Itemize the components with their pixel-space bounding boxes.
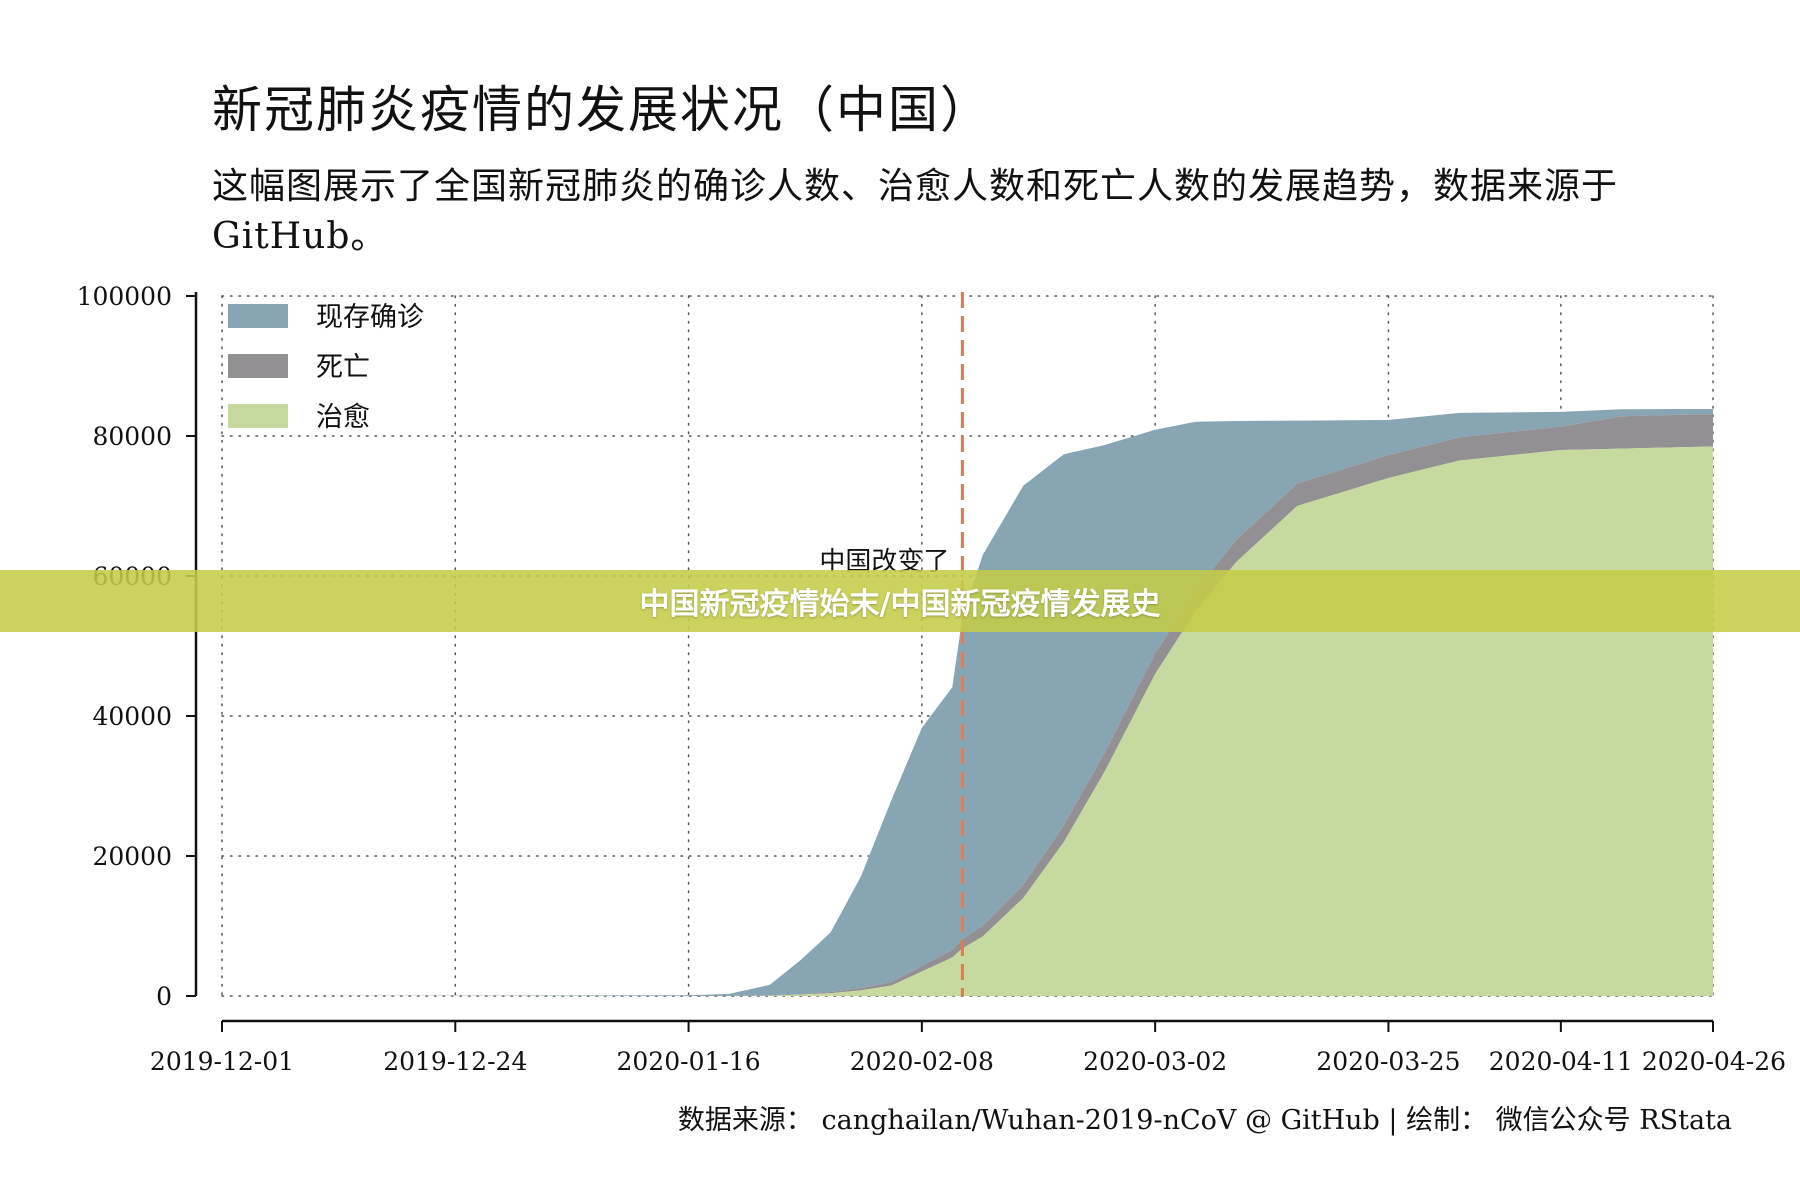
legend-label: 死亡	[316, 352, 370, 383]
chart-subtitle: 这幅图展示了全国新冠肺炎的确诊人数、治愈人数和死亡人数的发展趋势，数据来源于 G…	[212, 166, 1619, 257]
x-tick-label: 2020-03-02	[1083, 1047, 1227, 1076]
legend-swatch	[228, 404, 288, 428]
y-tick-label: 100000	[77, 282, 172, 311]
chart-title: 新冠肺炎疫情的发展状况（中国）	[212, 81, 992, 139]
legend-swatch	[228, 354, 288, 378]
legend-label: 治愈	[316, 402, 370, 433]
y-tick-label: 40000	[92, 702, 172, 731]
chart-caption: 数据来源： canghailan/Wuhan-2019-nCoV @ GitHu…	[677, 1105, 1732, 1136]
x-tick-label: 2019-12-24	[383, 1047, 527, 1076]
x-tick-label: 2019-12-01	[150, 1047, 294, 1076]
banner-text: 中国新冠疫情始末/中国新冠疫情发展史	[639, 587, 1161, 622]
y-tick-label: 20000	[92, 842, 172, 871]
x-tick-label: 2020-01-16	[617, 1047, 761, 1076]
legend-swatch	[228, 304, 288, 328]
axis-layer: 0200004000060000800001000002019-12-01201…	[77, 282, 1786, 1076]
title-banner: 中国新冠疫情始末/中国新冠疫情发展史	[0, 570, 1800, 632]
x-tick-label: 2020-04-11	[1489, 1047, 1633, 1076]
y-tick-label: 0	[156, 982, 172, 1011]
x-tick-label: 2020-04-26	[1642, 1047, 1786, 1076]
x-tick-label: 2020-03-25	[1316, 1047, 1460, 1076]
y-tick-label: 80000	[92, 422, 172, 451]
legend-label: 现存确诊	[316, 302, 424, 333]
area-layer	[222, 409, 1713, 997]
x-tick-label: 2020-02-08	[850, 1047, 994, 1076]
area-现存确诊	[222, 409, 1713, 996]
